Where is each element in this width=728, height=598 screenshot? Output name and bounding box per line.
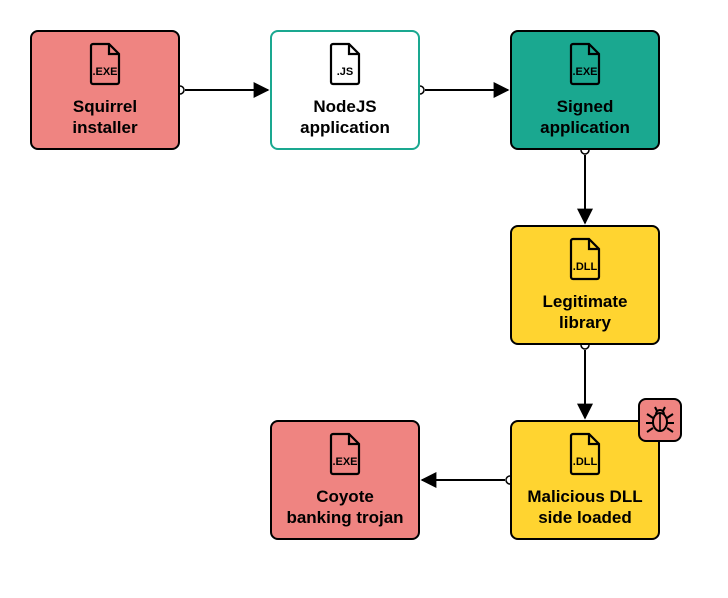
- file-dll-icon: .DLL: [565, 432, 605, 481]
- node-nodejs-label: NodeJSapplication: [300, 97, 390, 138]
- svg-text:.EXE: .EXE: [92, 66, 117, 78]
- file-exe-icon: .EXE: [325, 432, 365, 481]
- svg-text:.EXE: .EXE: [332, 456, 357, 468]
- node-malicious-label: Malicious DLLside loaded: [527, 487, 642, 528]
- file-exe-icon: .EXE: [565, 42, 605, 86]
- file-dll-icon: .DLL: [565, 432, 605, 476]
- node-coyote: .EXE Coyotebanking trojan: [270, 420, 420, 540]
- node-malicious: .DLL Malicious DLLside loaded: [510, 420, 660, 540]
- node-nodejs: .JS NodeJSapplication: [270, 30, 420, 150]
- file-exe-icon: .EXE: [85, 42, 125, 86]
- file-exe-icon: .EXE: [565, 42, 605, 91]
- file-exe-icon: .EXE: [325, 432, 365, 476]
- node-coyote-label: Coyotebanking trojan: [286, 487, 403, 528]
- svg-text:.JS: .JS: [337, 66, 354, 78]
- file-exe-icon: .EXE: [85, 42, 125, 91]
- svg-text:.EXE: .EXE: [572, 66, 597, 78]
- node-squirrel: .EXE Squirrelinstaller: [30, 30, 180, 150]
- file-js-icon: .JS: [325, 42, 365, 91]
- flowchart-diagram: .EXE Squirrelinstaller .JS NodeJSapplica…: [0, 0, 728, 598]
- node-signed-label: Signedapplication: [540, 97, 630, 138]
- file-dll-icon: .DLL: [565, 237, 605, 281]
- file-dll-icon: .DLL: [565, 237, 605, 286]
- svg-text:.DLL: .DLL: [573, 456, 598, 468]
- node-squirrel-label: Squirrelinstaller: [72, 97, 137, 138]
- bug-badge: [638, 398, 682, 442]
- node-signed: .EXE Signedapplication: [510, 30, 660, 150]
- node-legit: .DLL Legitimatelibrary: [510, 225, 660, 345]
- bug-icon: [644, 404, 676, 436]
- file-js-icon: .JS: [325, 42, 365, 86]
- node-legit-label: Legitimatelibrary: [542, 292, 627, 333]
- svg-text:.DLL: .DLL: [573, 261, 598, 273]
